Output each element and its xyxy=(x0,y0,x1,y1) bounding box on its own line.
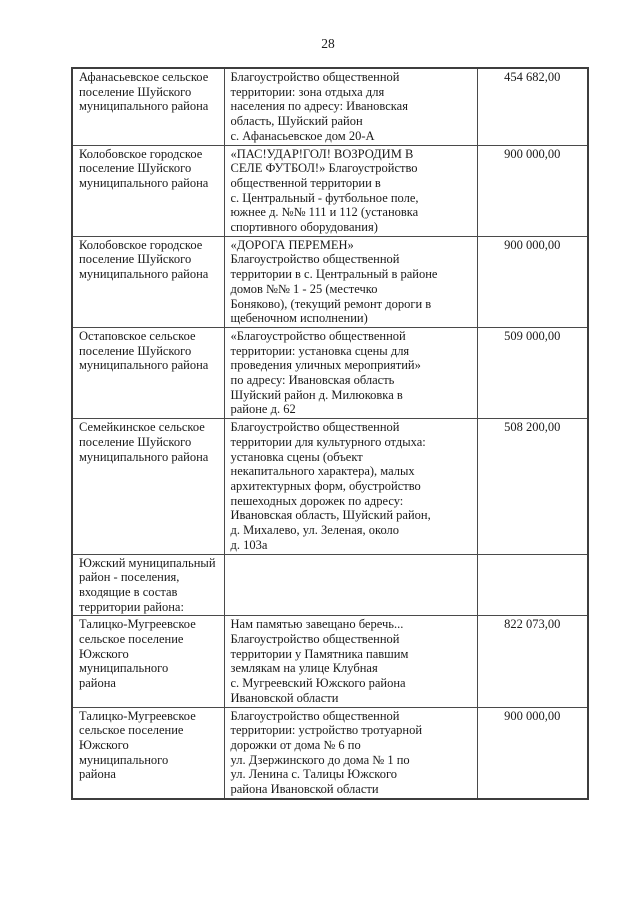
funding-table: Афанасьевское сельское поселение Шуйског… xyxy=(71,67,589,800)
municipality-cell: Семейкинское сельское поселение Шуйского… xyxy=(71,418,225,555)
amount-cell: 900 000,00 xyxy=(476,144,589,237)
amount-cell xyxy=(476,553,589,617)
amount-cell: 900 000,00 xyxy=(476,235,589,328)
description-cell: Нам памятью завещано беречь... Благоустр… xyxy=(223,615,478,708)
amount-cell: 509 000,00 xyxy=(476,326,589,420)
table-row: Остаповское сельское поселение Шуйского … xyxy=(71,326,589,420)
municipality-cell: Колобовское городское поселение Шуйского… xyxy=(71,235,225,328)
description-cell: Благоустройство общественной территории:… xyxy=(223,706,478,800)
table-row: Афанасьевское сельское поселение Шуйског… xyxy=(71,67,589,146)
table-row: Колобовское городское поселение Шуйского… xyxy=(71,235,589,328)
municipality-cell: Талицко-Мугреевское сельское поселение Ю… xyxy=(71,615,225,708)
description-cell: Благоустройство общественной территории:… xyxy=(223,67,478,146)
description-cell: «ДОРОГА ПЕРЕМЕН» Благоустройство обществ… xyxy=(223,235,478,328)
table-row: Талицко-Мугреевское сельское поселение Ю… xyxy=(71,615,589,708)
page-number: 28 xyxy=(321,36,335,51)
municipality-cell: Афанасьевское сельское поселение Шуйског… xyxy=(71,67,225,146)
municipality-cell: Талицко-Мугреевское сельское поселение Ю… xyxy=(71,706,225,800)
amount-cell: 508 200,00 xyxy=(476,418,589,555)
table-row: Семейкинское сельское поселение Шуйского… xyxy=(71,418,589,555)
table-row: Колобовское городское поселение Шуйского… xyxy=(71,144,589,237)
description-cell xyxy=(223,553,478,617)
amount-cell: 900 000,00 xyxy=(476,706,589,800)
municipality-cell: Южский муниципальный район - поселения, … xyxy=(71,553,225,617)
table-row: Южский муниципальный район - поселения, … xyxy=(71,553,589,617)
table-row: Талицко-Мугреевское сельское поселение Ю… xyxy=(71,706,589,800)
municipality-cell: Остаповское сельское поселение Шуйского … xyxy=(71,326,225,420)
description-cell: «ПАС!УДАР!ГОЛ! ВОЗРОДИМ В СЕЛЕ ФУТБОЛ!» … xyxy=(223,144,478,237)
description-cell: Благоустройство общественной территории … xyxy=(223,418,478,555)
amount-cell: 822 073,00 xyxy=(476,615,589,708)
municipality-cell: Колобовское городское поселение Шуйского… xyxy=(71,144,225,237)
amount-cell: 454 682,00 xyxy=(476,67,589,146)
description-cell: «Благоустройство общественной территории… xyxy=(223,326,478,420)
